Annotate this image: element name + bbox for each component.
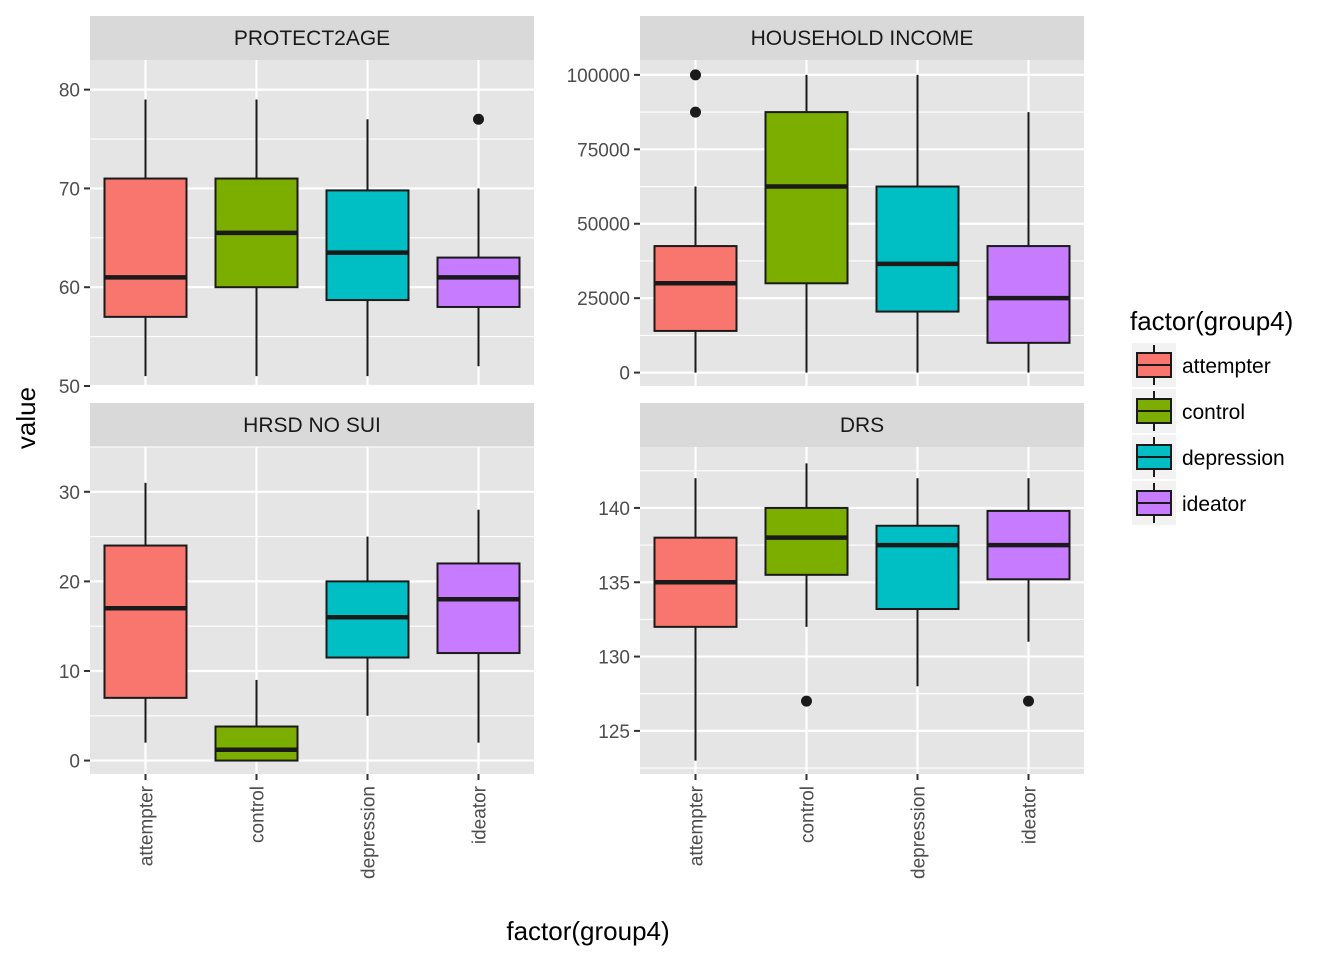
box-attempter <box>653 69 738 373</box>
strip-household-income <box>640 16 1084 60</box>
x-tick-label: attempter <box>687 785 708 866</box>
panel-protect2age: PROTECT2AGE 50 60 70 80 <box>59 16 534 398</box>
y-tick-label: 50000 <box>577 215 630 236</box>
box-attempter <box>653 478 738 761</box>
legend-item-ideator: ideator <box>1132 481 1246 525</box>
y-tick-label: 75000 <box>577 140 630 161</box>
box-iqr <box>214 725 299 762</box>
facet-panels: PROTECT2AGE 50 60 70 80 HOUSEHOLD INCOME 0 2500… <box>59 16 1084 774</box>
box-iqr <box>764 506 849 576</box>
legend-label: control <box>1182 401 1245 424</box>
legend-item-depression: depression <box>1132 435 1285 479</box>
x-tick-label: ideator <box>1020 785 1041 844</box>
y-tick-label: 50 <box>59 377 80 398</box>
legend: factor(group4) attempter control depressio… <box>1130 306 1293 525</box>
panel-household-income: HOUSEHOLD INCOME 0 25000 50000 75000 100000 <box>567 16 1084 386</box>
outlier-point <box>690 69 701 81</box>
box-iqr <box>764 111 849 285</box>
strip-title: HRSD NO SUI <box>243 414 381 437</box>
outlier-point <box>690 106 701 118</box>
box-iqr <box>103 544 188 699</box>
box-iqr <box>103 177 188 318</box>
x-tick-label: ideator <box>470 785 491 844</box>
y-tick-label: 140 <box>598 499 630 520</box>
y-tick-label: 130 <box>598 648 630 669</box>
box-depression <box>875 74 960 373</box>
box-depression <box>325 119 410 377</box>
x-tick-label: control <box>248 786 269 843</box>
outlier-point <box>801 695 812 707</box>
legend-label: depression <box>1182 447 1285 470</box>
box-iqr <box>875 185 960 313</box>
box-depression <box>325 536 410 716</box>
box-iqr <box>653 245 738 332</box>
y-tick-label: 135 <box>598 573 630 594</box>
strip-title: PROTECT2AGE <box>234 27 390 50</box>
strip-hrsd-no-sui <box>90 403 534 447</box>
x-axes: attempter control depression ideator attempt… <box>137 774 1041 879</box>
strip-protect2age <box>90 16 534 60</box>
box-control <box>764 74 849 373</box>
y-tick-label: 80 <box>59 81 80 102</box>
x-tick-label: attempter <box>137 785 158 866</box>
box-ideator <box>436 113 521 367</box>
y-tick-label: 30 <box>59 483 80 504</box>
box-depression <box>875 478 960 687</box>
panel-drs: DRS 125 130 135 140 <box>598 403 1084 774</box>
legend-label: ideator <box>1182 493 1246 516</box>
strip-title: DRS <box>840 414 884 437</box>
box-attempter <box>103 99 188 377</box>
outlier-point <box>473 113 484 125</box>
x-axis-title: factor(group4) <box>506 916 669 946</box>
y-tick-label: 100000 <box>567 66 630 87</box>
x-tick-label: control <box>798 786 819 843</box>
y-tick-label: 70 <box>59 179 80 200</box>
legend-item-attempter: attempter <box>1132 343 1271 387</box>
box-ideator <box>436 509 521 743</box>
legend-label: attempter <box>1182 355 1271 378</box>
box-ideator <box>986 478 1071 707</box>
box-control <box>764 463 849 707</box>
legend-title: factor(group4) <box>1130 306 1293 336</box>
y-axis-title: value <box>11 387 41 449</box>
y-tick-label: 60 <box>59 278 80 299</box>
box-iqr <box>986 245 1071 344</box>
box-control <box>214 99 299 377</box>
strip-title: HOUSEHOLD INCOME <box>751 27 974 50</box>
box-ideator <box>986 112 1071 373</box>
y-tick-label: 20 <box>59 572 80 593</box>
panel-hrsd-no-sui: HRSD NO SUI 0 10 20 30 <box>59 403 534 774</box>
y-tick-label: 0 <box>69 752 80 773</box>
box-iqr <box>436 562 521 655</box>
y-tick-label: 10 <box>59 662 80 683</box>
y-tick-label: 25000 <box>577 289 630 310</box>
outlier-point <box>1023 695 1034 707</box>
box-iqr <box>436 256 521 308</box>
strip-drs <box>640 403 1084 447</box>
box-iqr <box>875 524 960 611</box>
y-tick-label: 125 <box>598 722 630 743</box>
y-tick-label: 0 <box>619 364 630 385</box>
box-iqr <box>325 189 410 302</box>
x-tick-label: depression <box>909 786 930 879</box>
x-tick-label: depression <box>359 786 380 879</box>
legend-item-control: control <box>1132 389 1245 433</box>
box-control <box>214 679 299 762</box>
box-attempter <box>103 482 188 743</box>
